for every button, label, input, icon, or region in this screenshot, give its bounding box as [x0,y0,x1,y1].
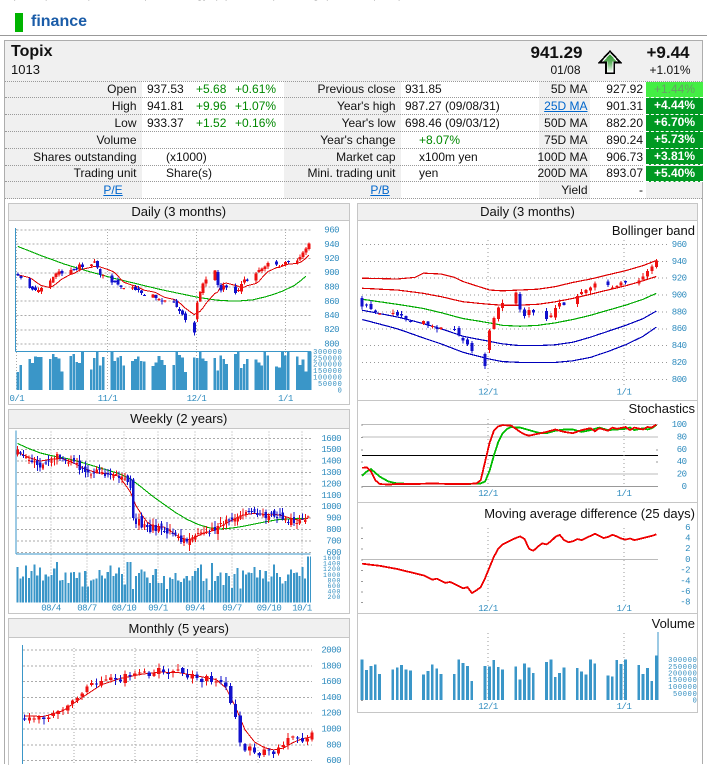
svg-text:860: 860 [324,297,339,307]
svg-text:200: 200 [327,594,341,601]
svg-text:0/1: 0/1 [9,394,24,404]
svg-text:40: 40 [677,457,687,467]
svg-text:-8: -8 [680,598,690,608]
svg-text:09/1: 09/1 [148,603,168,613]
svg-text:820: 820 [324,325,339,335]
svg-text:1300: 1300 [321,468,341,478]
svg-text:1/1: 1/1 [617,604,632,614]
svg-text:1400: 1400 [321,456,341,466]
svg-text:400: 400 [327,588,341,595]
svg-text:800: 800 [326,525,341,535]
svg-text:1600: 1600 [321,433,341,443]
svg-text:10/1: 10/1 [292,603,312,613]
svg-text:1800: 1800 [321,661,341,671]
svg-text:1200: 1200 [321,479,341,489]
svg-text:-6: -6 [680,587,690,597]
svg-text:300000: 300000 [313,349,342,357]
svg-text:800: 800 [326,740,341,750]
svg-text:1/1: 1/1 [278,394,293,404]
svg-text:1600: 1600 [321,677,341,687]
svg-text:100: 100 [672,420,687,430]
svg-text:0: 0 [693,698,697,706]
svg-text:1/1: 1/1 [617,702,632,712]
svg-text:880: 880 [324,283,339,293]
svg-text:12/1: 12/1 [478,388,498,398]
svg-text:840: 840 [324,311,339,321]
svg-text:900: 900 [672,291,687,301]
svg-text:1000: 1000 [321,725,341,735]
svg-text:1/1: 1/1 [617,388,632,398]
svg-text:12/1: 12/1 [478,604,498,614]
svg-text:0: 0 [337,387,342,395]
svg-text:300000: 300000 [668,657,697,665]
svg-text:900: 900 [324,268,339,278]
svg-text:2: 2 [685,544,690,554]
svg-text:150000: 150000 [313,368,342,376]
svg-text:820: 820 [672,358,687,368]
svg-text:920: 920 [324,254,339,264]
svg-text:1500: 1500 [321,445,341,455]
svg-text:09/10: 09/10 [257,603,282,613]
svg-text:920: 920 [672,274,687,284]
svg-text:1600: 1600 [323,555,341,562]
svg-text:900: 900 [326,513,341,523]
svg-text:08/10: 08/10 [112,603,137,613]
svg-text:1200: 1200 [321,709,341,719]
svg-text:1400: 1400 [323,560,341,567]
svg-text:940: 940 [672,257,687,267]
svg-text:100000: 100000 [313,375,342,383]
svg-text:960: 960 [324,226,339,236]
svg-text:600: 600 [327,583,341,590]
svg-text:-2: -2 [680,566,690,576]
svg-text:800: 800 [324,340,339,350]
svg-text:12/1: 12/1 [478,489,498,499]
svg-text:12/1: 12/1 [186,394,206,404]
svg-text:6: 6 [685,523,690,533]
svg-text:09/4: 09/4 [185,603,205,613]
svg-text:600: 600 [326,547,341,557]
svg-text:50000: 50000 [317,381,342,389]
svg-text:940: 940 [324,240,339,250]
svg-text:50000: 50000 [673,691,697,699]
svg-text:1400: 1400 [321,693,341,703]
svg-text:4: 4 [685,534,690,544]
svg-text:600: 600 [326,756,341,764]
svg-text:700: 700 [326,536,341,546]
svg-text:1/1: 1/1 [617,489,632,499]
svg-text:80: 80 [677,432,687,442]
svg-text:08/4: 08/4 [41,603,61,613]
svg-text:1000: 1000 [323,571,341,578]
svg-text:2000: 2000 [321,646,341,656]
svg-text:860: 860 [672,324,687,334]
svg-text:08/7: 08/7 [77,603,97,613]
svg-text:960: 960 [672,240,687,250]
svg-text:11/1: 11/1 [97,394,117,404]
svg-text:250000: 250000 [313,355,342,363]
svg-text:150000: 150000 [668,677,697,685]
svg-text:250000: 250000 [668,664,697,672]
svg-text:12/1: 12/1 [478,702,498,712]
svg-text:800: 800 [672,375,687,385]
svg-text:-4: -4 [680,576,690,586]
svg-text:0: 0 [685,555,690,565]
svg-text:200000: 200000 [313,362,342,370]
svg-text:20: 20 [677,470,687,480]
svg-text:1100: 1100 [321,490,341,500]
svg-text:100000: 100000 [668,684,697,692]
svg-text:0: 0 [682,482,687,492]
svg-text:840: 840 [672,341,687,351]
svg-text:800: 800 [327,577,341,584]
svg-text:880: 880 [672,307,687,317]
svg-text:1200: 1200 [323,566,341,573]
svg-text:1000: 1000 [321,502,341,512]
svg-text:200000: 200000 [668,671,697,679]
svg-text:60: 60 [677,445,687,455]
svg-text:09/7: 09/7 [222,603,242,613]
